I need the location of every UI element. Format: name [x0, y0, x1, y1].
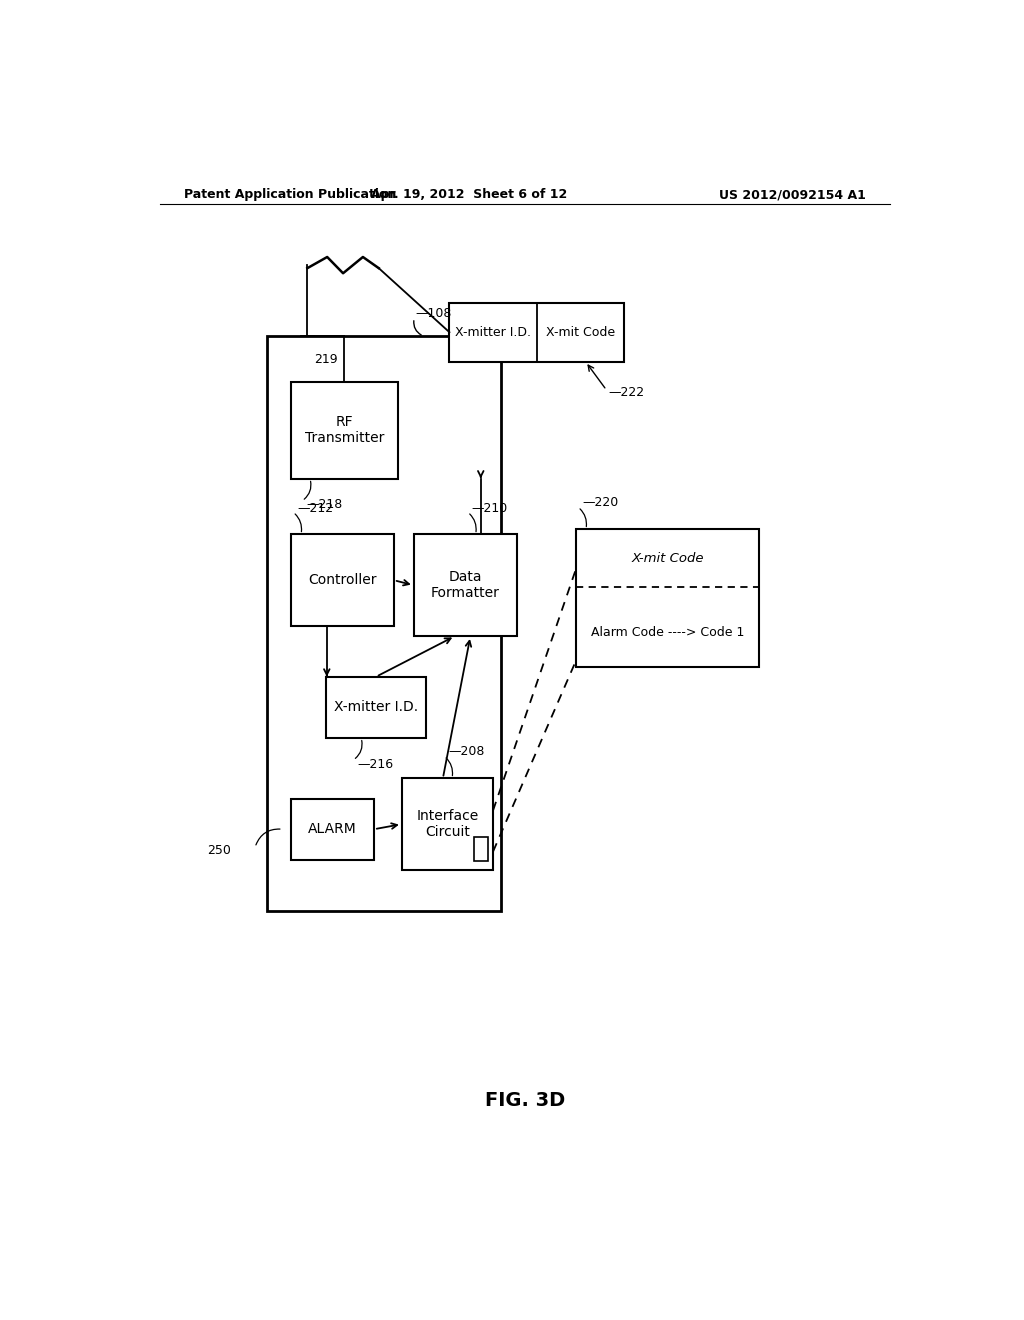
Text: FIG. 3D: FIG. 3D	[484, 1092, 565, 1110]
Text: X-mit Code: X-mit Code	[546, 326, 615, 339]
Text: —210: —210	[472, 502, 508, 515]
Text: X-mitter I.D.: X-mitter I.D.	[334, 700, 418, 714]
FancyBboxPatch shape	[450, 302, 624, 362]
Text: Data
Formatter: Data Formatter	[431, 570, 500, 601]
Text: —218: —218	[306, 499, 342, 511]
FancyBboxPatch shape	[474, 837, 488, 861]
Text: Interface
Circuit: Interface Circuit	[417, 809, 478, 840]
FancyBboxPatch shape	[291, 381, 397, 479]
Text: —108: —108	[416, 308, 453, 321]
Text: —208: —208	[449, 746, 484, 759]
Text: Apr. 19, 2012  Sheet 6 of 12: Apr. 19, 2012 Sheet 6 of 12	[371, 189, 567, 202]
FancyBboxPatch shape	[291, 535, 394, 626]
FancyBboxPatch shape	[577, 529, 759, 667]
Text: —220: —220	[582, 496, 618, 510]
Text: Alarm Code ----> Code 1: Alarm Code ----> Code 1	[591, 626, 744, 639]
Text: —212: —212	[297, 502, 333, 515]
FancyBboxPatch shape	[267, 337, 501, 911]
FancyBboxPatch shape	[401, 779, 494, 870]
Text: RF
Transmitter: RF Transmitter	[304, 416, 384, 445]
Text: ALARM: ALARM	[308, 822, 356, 837]
Text: Controller: Controller	[308, 573, 377, 587]
Text: —216: —216	[357, 758, 393, 771]
FancyBboxPatch shape	[291, 799, 374, 859]
FancyBboxPatch shape	[327, 677, 426, 738]
Text: US 2012/0092154 A1: US 2012/0092154 A1	[719, 189, 866, 202]
Text: X-mitter I.D.: X-mitter I.D.	[455, 326, 531, 339]
Text: 219: 219	[313, 354, 337, 366]
FancyBboxPatch shape	[414, 535, 517, 636]
Text: —222: —222	[608, 385, 644, 399]
Text: X-mit Code: X-mit Code	[632, 552, 703, 565]
Text: Patent Application Publication: Patent Application Publication	[183, 189, 396, 202]
Text: 250: 250	[207, 843, 231, 857]
